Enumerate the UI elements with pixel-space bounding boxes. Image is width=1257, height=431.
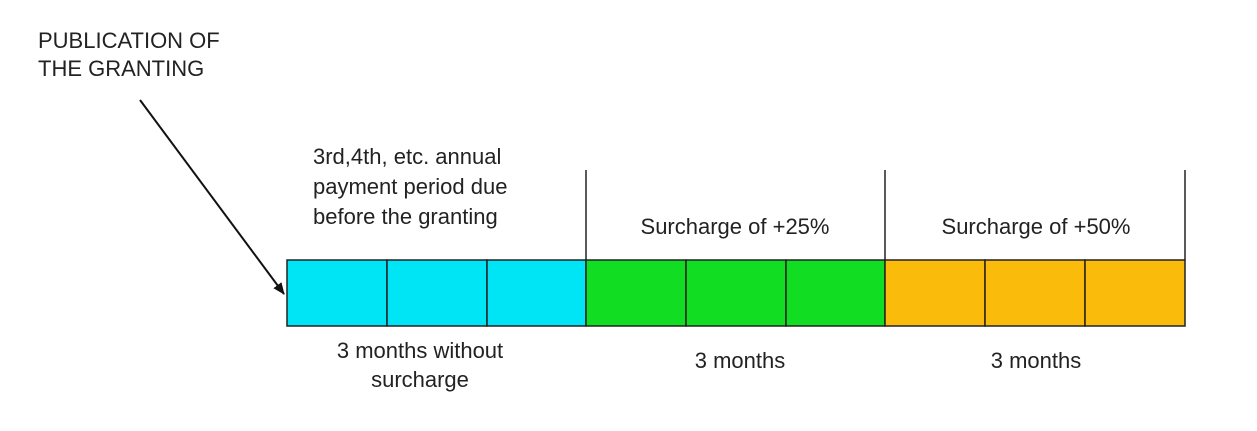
- annotation-line: THE GRANTING: [38, 56, 204, 81]
- cell: [884, 259, 986, 327]
- bar: [286, 259, 1186, 327]
- cell: [486, 259, 587, 327]
- segment-top-label: before the granting: [313, 204, 498, 229]
- segment-top-label: Surcharge of +25%: [641, 214, 830, 239]
- segment-bottom-label: 3 months: [991, 348, 1082, 373]
- segment-top-label: 3rd,4th, etc. annual: [313, 144, 501, 169]
- cell: [785, 259, 886, 327]
- annotation-line: PUBLICATION OF: [38, 28, 220, 53]
- cell: [685, 259, 787, 327]
- cell: [585, 259, 687, 327]
- cell: [386, 259, 488, 327]
- segment-bottom-label: 3 months: [695, 348, 786, 373]
- cell: [1084, 259, 1186, 327]
- arrow: [139, 99, 285, 295]
- segment-top-label: Surcharge of +50%: [942, 214, 1131, 239]
- segment-top-label: payment period due: [313, 174, 507, 199]
- cell: [286, 259, 388, 327]
- cell: [984, 259, 1086, 327]
- segment-bottom-label: 3 months without: [337, 338, 503, 363]
- segment-bottom-label: surcharge: [371, 367, 469, 392]
